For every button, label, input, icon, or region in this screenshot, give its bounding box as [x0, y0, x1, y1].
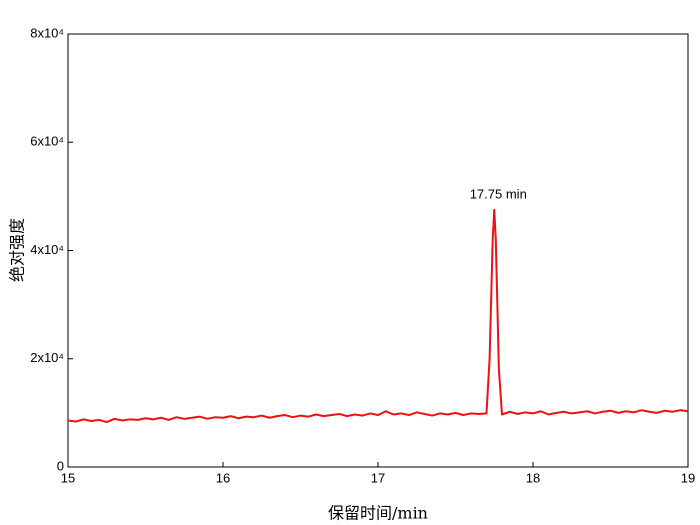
y-tick-label: 0: [57, 458, 64, 473]
x-axis-label: 保留时间/min: [328, 504, 428, 523]
x-tick-label: 16: [216, 470, 230, 485]
plot-frame: [67, 33, 689, 468]
y-axis-label: 绝对强度: [8, 218, 27, 282]
x-tick-label: 18: [526, 470, 540, 485]
x-tick-label: 19: [681, 470, 695, 485]
y-tick-label: 6x10⁴: [30, 134, 64, 149]
x-tick-label: 17: [371, 470, 385, 485]
y-tick-label: 8x10⁴: [30, 25, 64, 40]
line-series: [67, 208, 689, 424]
y-tick-label: 4x10⁴: [30, 242, 64, 257]
x-tick-label: 15: [61, 470, 75, 485]
peak-annotation: 17.75 min: [470, 186, 527, 201]
y-tick-label: 2x10⁴: [30, 350, 64, 365]
